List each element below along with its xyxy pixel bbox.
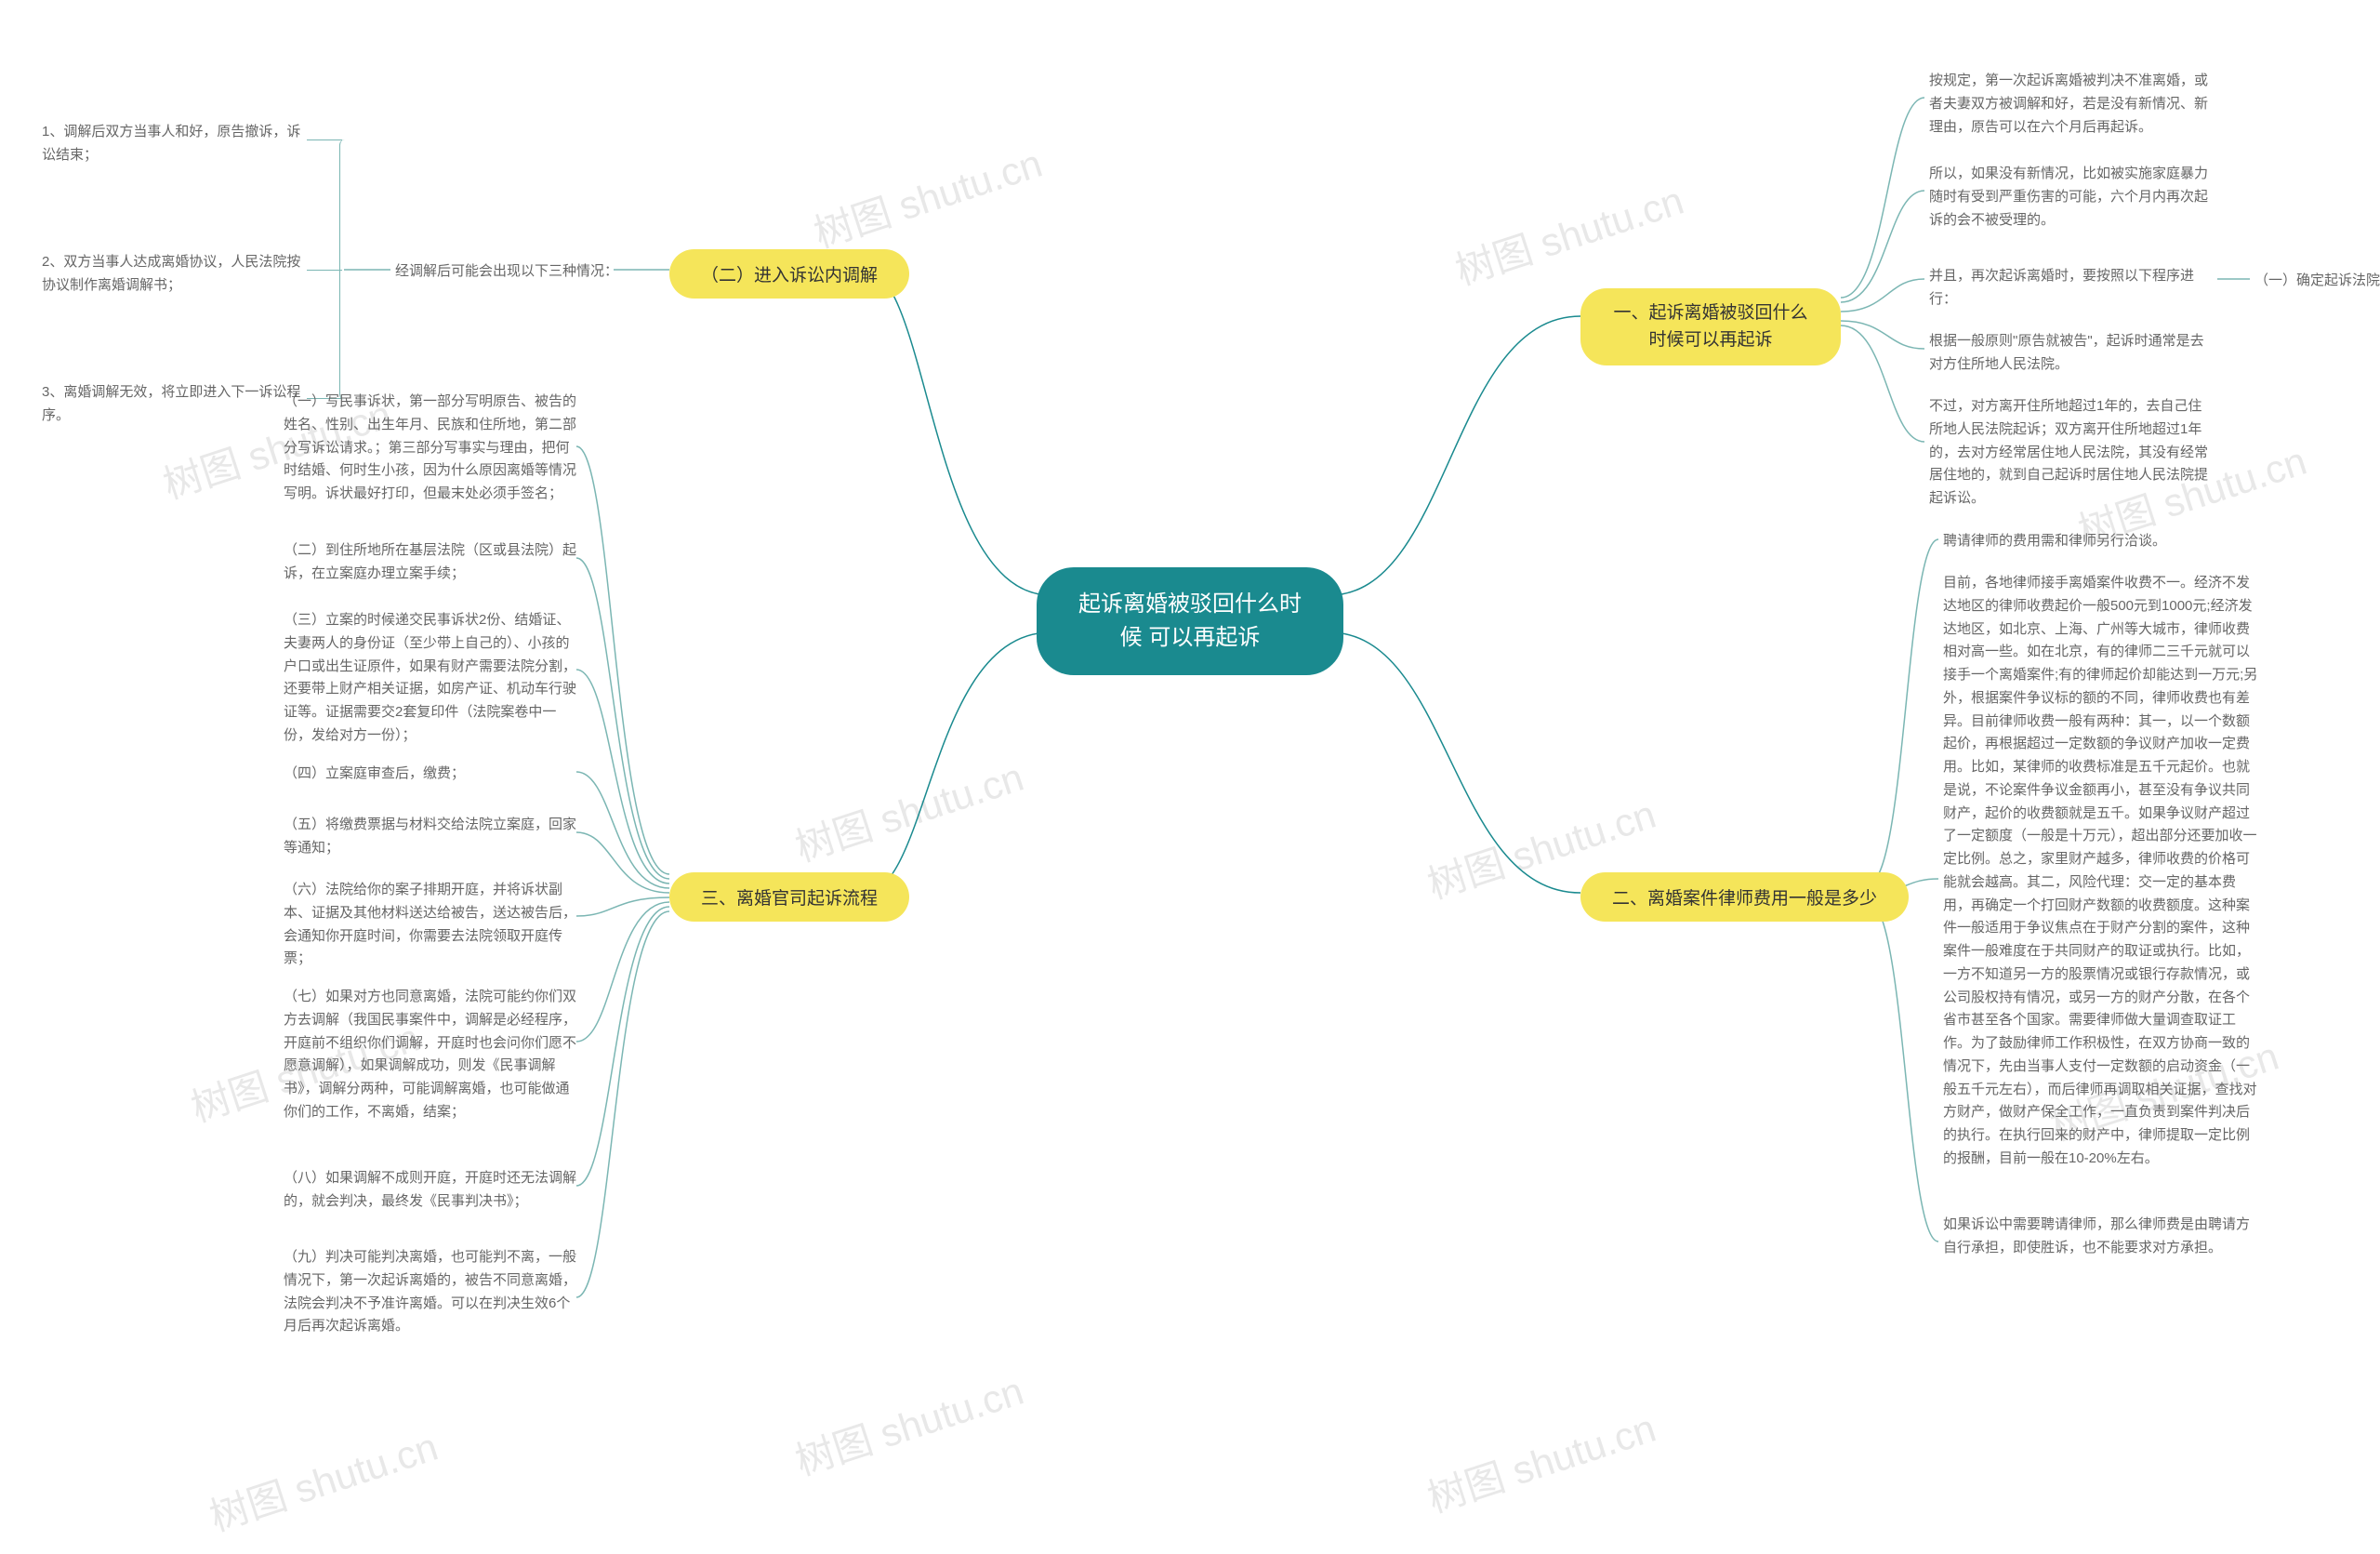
leaf-b4-4: （五）将缴费票据与材料交给法院立案庭，回家等通知； xyxy=(284,814,581,860)
leaf-b2-2: 如果诉讼中需要聘请律师，那么律师费是由聘请方自行承担，即使胜诉，也不能要求对方承… xyxy=(1943,1214,2259,1260)
leaf-b3-1: 2、双方当事人达成离婚协议，人民法院按协议制作离婚调解书； xyxy=(42,251,311,298)
leaf-b1-1: 所以，如果没有新情况，比如被实施家庭暴力随时有受到严重伤害的可能，六个月内再次起… xyxy=(1929,163,2208,232)
leaf-b4-2: （三）立案的时候递交民事诉状2份、结婚证、夫妻两人的身份证（至少带上自己的）、小… xyxy=(284,609,581,748)
leaf-b4-5: （六）法院给你的案子排期开庭，并将诉状副本、证据及其他材料送达给被告，送达被告后… xyxy=(284,879,581,971)
leaf-b4-8: （九）判决可能判决离婚，也可能判不离，一般情况下，第一次起诉离婚的，被告不同意离… xyxy=(284,1246,581,1338)
leaf-b4-7: （八）如果调解不成则开庭，开庭时还无法调解的，就会判决，最终发《民事判决书》； xyxy=(284,1167,581,1214)
watermark: 树图 shutu.cn xyxy=(1420,1397,1662,1524)
watermark: 树图 shutu.cn xyxy=(1448,169,1690,297)
leaf-b3-2: 3、离婚调解无效，将立即进入下一诉讼程序。 xyxy=(42,381,311,428)
branch-b4[interactable]: 三、离婚官司起诉流程 xyxy=(669,872,909,922)
leaf-b1-4: 不过，对方离开住所地超过1年的，去自己住所地人民法院起诉；双方离开住所地超过1年… xyxy=(1929,395,2208,511)
leaf-b2-1: 目前，各地律师接手离婚案件收费不一。经济不发达地区的律师收费起价一般500元到1… xyxy=(1943,572,2259,1171)
leaf-b2-0: 聘请律师的费用需和律师另行洽谈。 xyxy=(1943,530,2166,553)
leaf-b4-6: （七）如果对方也同意离婚，法院可能约你们双方去调解（我国民事案件中，调解是必经程… xyxy=(284,986,581,1124)
leaf-b1-3: 根据一般原则"原告就被告"，起诉时通常是去对方住所地人民法院。 xyxy=(1929,330,2208,377)
leaf-b1-2: 并且，再次起诉离婚时，要按照以下程序进行： xyxy=(1929,265,2208,312)
bracket-b3-arm2 xyxy=(307,270,342,272)
leaf-b4-3: （四）立案庭审查后，缴费； xyxy=(284,763,465,786)
watermark: 树图 shutu.cn xyxy=(202,1415,444,1543)
leaf-b1-0: 按规定，第一次起诉离婚被判决不准离婚，或者夫妻双方被调解和好，若是没有新情况、新… xyxy=(1929,70,2208,139)
bracket-b3-arm1 xyxy=(307,139,342,141)
branch-b2[interactable]: 二、离婚案件律师费用一般是多少 xyxy=(1580,872,1909,922)
leaf-b1-sub: （一）确定起诉法院 xyxy=(2254,270,2380,293)
leaf-b4-1: （二）到住所地所在基层法院（区或县法院）起诉，在立案庭办理立案手续； xyxy=(284,539,581,586)
watermark: 树图 shutu.cn xyxy=(787,746,1030,873)
leaf-b3-0: 1、调解后双方当事人和好，原告撤诉，诉讼结束； xyxy=(42,121,311,167)
watermark: 树图 shutu.cn xyxy=(806,132,1049,259)
watermark: 树图 shutu.cn xyxy=(787,1360,1030,1487)
center-node[interactable]: 起诉离婚被驳回什么时候 可以再起诉 xyxy=(1037,567,1343,675)
connector-label-b3: 经调解后可能会出现以下三种情况： xyxy=(395,260,618,284)
branch-b1[interactable]: 一、起诉离婚被驳回什么时候可以再起诉 xyxy=(1580,288,1841,365)
leaf-b4-0: （一）写民事诉状，第一部分写明原告、被告的姓名、性别、出生年月、民族和住所地，第… xyxy=(284,391,581,506)
branch-b3[interactable]: （二）进入诉讼内调解 xyxy=(669,249,909,299)
